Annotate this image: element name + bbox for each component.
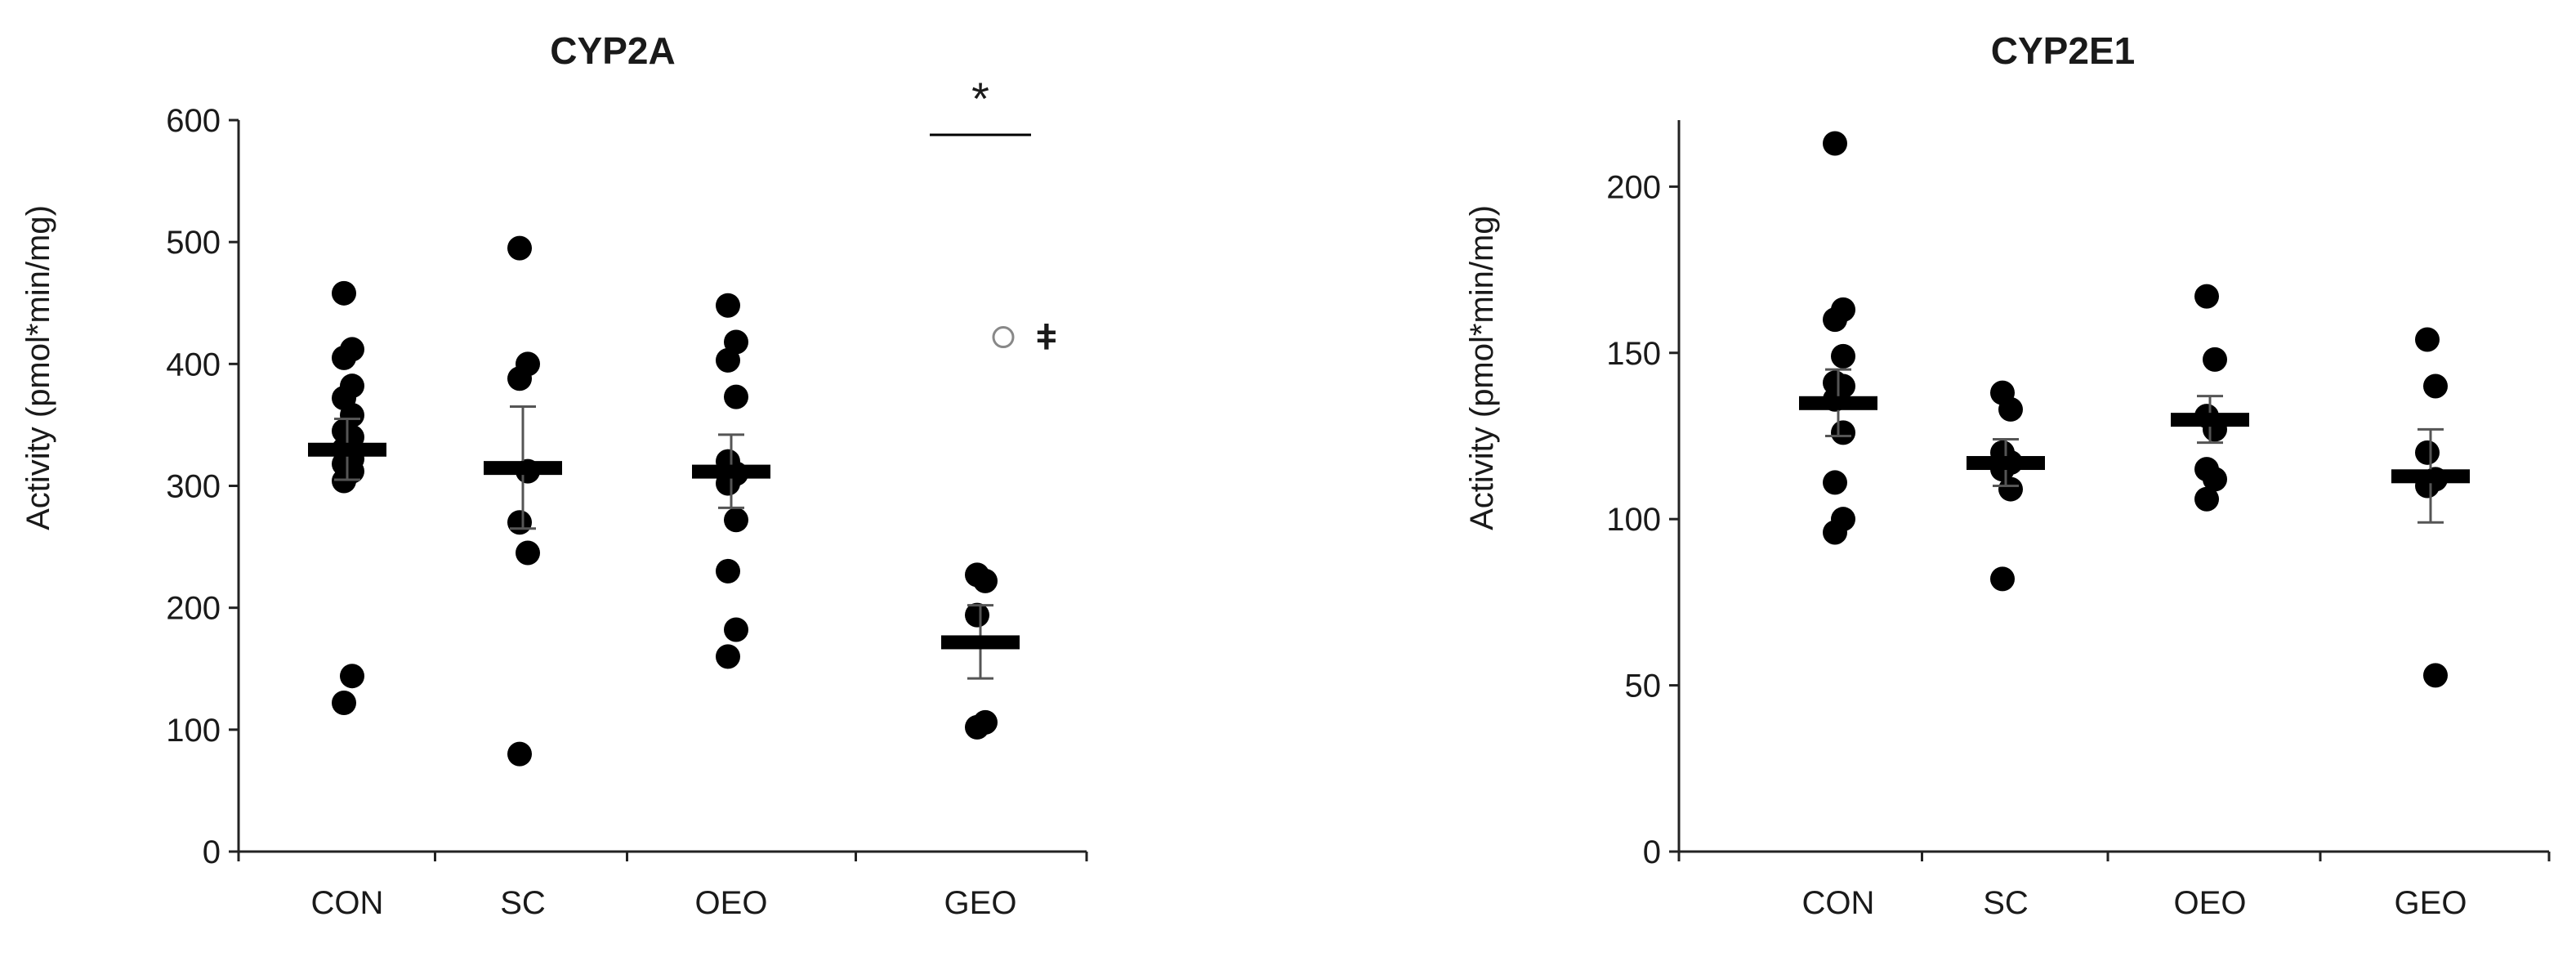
data-point bbox=[332, 345, 356, 370]
y-tick-label: 300 bbox=[166, 469, 221, 505]
data-point bbox=[2194, 486, 2219, 512]
y-tick-label: 50 bbox=[1625, 669, 1662, 704]
data-point bbox=[716, 644, 740, 669]
y-tick-label: 100 bbox=[1606, 502, 1661, 538]
data-point bbox=[2423, 373, 2448, 399]
y-axis-label: Activity (pmol*min/mg) bbox=[1464, 205, 1500, 530]
x-tick-label: OEO bbox=[695, 885, 768, 921]
x-tick-label: OEO bbox=[2174, 885, 2247, 921]
mean-bar bbox=[308, 442, 386, 457]
mean-bar bbox=[484, 461, 562, 476]
data-point bbox=[1823, 470, 1847, 495]
mean-bar bbox=[2171, 413, 2249, 427]
y-tick-label: 200 bbox=[166, 591, 221, 627]
data-point bbox=[2423, 663, 2448, 688]
data-point bbox=[332, 280, 356, 306]
data-point bbox=[716, 293, 740, 318]
data-point bbox=[1990, 566, 2015, 592]
data-point bbox=[965, 602, 989, 628]
data-point bbox=[1823, 307, 1847, 333]
data-point bbox=[2203, 347, 2227, 372]
mean-bar bbox=[1967, 456, 2045, 471]
x-tick-label: GEO bbox=[2395, 885, 2467, 921]
mean-bar bbox=[1799, 396, 1877, 410]
mean-bar bbox=[2391, 469, 2470, 484]
x-tick-label: SC bbox=[1983, 885, 2029, 921]
data-point bbox=[724, 508, 748, 533]
data-point bbox=[2415, 440, 2440, 465]
y-tick-label: 0 bbox=[203, 834, 221, 870]
chart-cyp2a: CYP2A Activity (pmol*min/mg) 0 100 200 300 4… bbox=[20, 29, 1088, 921]
x-tick-label: CON bbox=[311, 885, 384, 921]
data-point bbox=[332, 691, 356, 716]
y-tick-label: 600 bbox=[166, 103, 221, 139]
y-tick-label: 100 bbox=[166, 713, 221, 749]
data-point bbox=[1998, 396, 2023, 422]
data-point bbox=[2194, 284, 2219, 309]
mean-bar bbox=[941, 635, 1020, 650]
y-tick-label: 400 bbox=[166, 347, 221, 382]
y-tick-label: 0 bbox=[1643, 834, 1661, 870]
data-point bbox=[516, 540, 540, 566]
chart-cyp2e1: CYP2E1 Activity (pmol*min/mg) 0 50 100 150 2… bbox=[1464, 29, 2551, 921]
y-tick-label: 150 bbox=[1606, 336, 1661, 372]
data-point bbox=[724, 329, 748, 355]
data-point bbox=[507, 510, 532, 535]
data-point bbox=[2203, 467, 2227, 492]
chart-title: CYP2A bbox=[550, 29, 675, 72]
data-point bbox=[340, 664, 364, 689]
significance-marker: * bbox=[971, 73, 989, 124]
data-point bbox=[716, 347, 740, 373]
data-point bbox=[507, 235, 532, 261]
data-point bbox=[973, 568, 998, 593]
data-point bbox=[1998, 476, 2023, 502]
x-tick-label: CON bbox=[1802, 885, 1875, 921]
data-point bbox=[1831, 343, 1855, 369]
y-tick-label: 500 bbox=[166, 225, 221, 261]
data-point bbox=[1823, 520, 1847, 545]
data-point bbox=[2415, 327, 2440, 352]
data-point bbox=[965, 714, 989, 740]
x-tick-label: GEO bbox=[944, 885, 1017, 921]
data-point bbox=[1823, 131, 1847, 156]
chart-title: CYP2E1 bbox=[1991, 29, 2135, 72]
outlier-marker: ǂ bbox=[1036, 318, 1057, 358]
outlier-point bbox=[992, 326, 1015, 349]
x-tick-label: SC bbox=[500, 885, 546, 921]
data-point bbox=[724, 384, 748, 409]
data-point bbox=[507, 741, 532, 767]
mean-bar bbox=[692, 464, 770, 479]
data-point bbox=[716, 558, 740, 584]
data-point bbox=[724, 617, 748, 642]
data-point bbox=[507, 366, 532, 391]
y-axis-label: Activity (pmol*min/mg) bbox=[20, 205, 56, 530]
y-tick-label: 200 bbox=[1606, 169, 1661, 205]
data-point bbox=[1831, 420, 1855, 445]
